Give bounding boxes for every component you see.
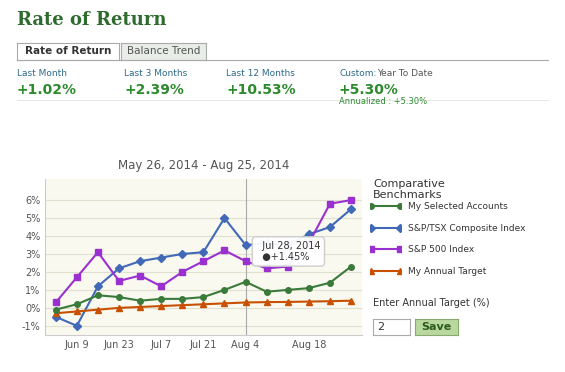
Text: Custom:: Custom: <box>339 69 376 78</box>
Text: Balance Trend: Balance Trend <box>127 46 201 56</box>
Text: 2: 2 <box>377 322 385 332</box>
Text: My Selected Accounts: My Selected Accounts <box>408 202 508 211</box>
Text: +2.39%: +2.39% <box>124 83 184 97</box>
Text: My Annual Target: My Annual Target <box>408 267 487 276</box>
Text: Last 3 Months: Last 3 Months <box>124 69 188 78</box>
Text: Rate of Return: Rate of Return <box>25 46 111 56</box>
Text: Last 12 Months: Last 12 Months <box>226 69 295 78</box>
Text: Jul 28, 2014
  ●+1.45%: Jul 28, 2014 ●+1.45% <box>256 241 320 262</box>
Text: +1.02%: +1.02% <box>17 83 77 97</box>
Text: Year To Date: Year To Date <box>377 69 433 78</box>
Text: S&P 500 Index: S&P 500 Index <box>408 245 475 254</box>
Text: +5.30%: +5.30% <box>339 83 399 97</box>
Text: May 26, 2014 - Aug 25, 2014: May 26, 2014 - Aug 25, 2014 <box>118 159 289 172</box>
Text: Last Month: Last Month <box>17 69 67 78</box>
Text: +10.53%: +10.53% <box>226 83 295 97</box>
Text: Comparative
Benchmarks: Comparative Benchmarks <box>373 179 445 200</box>
Text: Annualized : +5.30%: Annualized : +5.30% <box>339 97 427 106</box>
Text: Rate of Return: Rate of Return <box>17 11 167 29</box>
Text: S&P/TSX Composite Index: S&P/TSX Composite Index <box>408 224 526 232</box>
Text: Enter Annual Target (%): Enter Annual Target (%) <box>373 298 489 308</box>
Text: Save: Save <box>421 322 451 332</box>
